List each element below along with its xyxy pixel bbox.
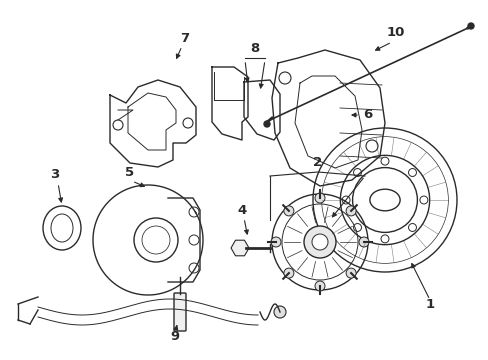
Text: 6: 6	[363, 108, 372, 122]
Circle shape	[380, 235, 388, 243]
Circle shape	[407, 224, 416, 231]
Circle shape	[189, 207, 199, 217]
Circle shape	[380, 157, 388, 165]
Circle shape	[189, 263, 199, 273]
Text: 7: 7	[180, 31, 189, 45]
Circle shape	[273, 306, 285, 318]
Circle shape	[346, 206, 355, 216]
Circle shape	[134, 218, 178, 262]
Circle shape	[467, 23, 473, 29]
Circle shape	[353, 168, 361, 176]
Circle shape	[304, 226, 335, 258]
Text: 4: 4	[237, 203, 246, 216]
Ellipse shape	[369, 189, 399, 211]
Text: 8: 8	[250, 41, 259, 54]
Circle shape	[353, 224, 361, 231]
Circle shape	[314, 281, 325, 291]
FancyBboxPatch shape	[174, 293, 185, 331]
Text: 5: 5	[125, 166, 134, 180]
Circle shape	[407, 168, 416, 176]
Circle shape	[311, 234, 327, 250]
Text: 1: 1	[425, 298, 434, 311]
Circle shape	[284, 206, 293, 216]
Circle shape	[346, 268, 355, 278]
Circle shape	[284, 268, 293, 278]
Circle shape	[358, 237, 368, 247]
Circle shape	[365, 140, 377, 152]
Circle shape	[270, 237, 281, 247]
Circle shape	[342, 196, 349, 204]
Text: 10: 10	[386, 26, 405, 39]
Circle shape	[264, 121, 269, 127]
Text: 3: 3	[50, 168, 60, 181]
Circle shape	[279, 72, 290, 84]
Text: 9: 9	[170, 330, 179, 343]
Text: 2: 2	[313, 156, 322, 168]
Circle shape	[314, 193, 325, 203]
Circle shape	[419, 196, 427, 204]
Circle shape	[189, 235, 199, 245]
Circle shape	[183, 118, 193, 128]
Circle shape	[113, 120, 123, 130]
